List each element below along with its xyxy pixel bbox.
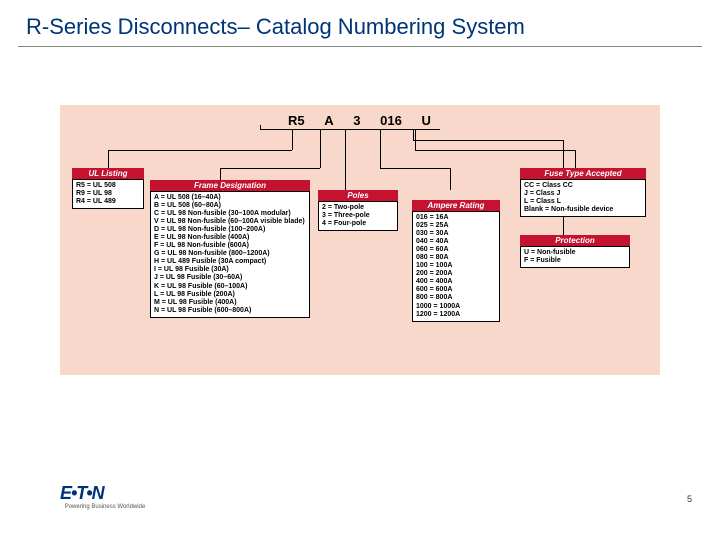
box-frame: Frame Designation A = UL 508 (16–40A) B … [150,180,310,318]
box-header: Ampere Rating [412,200,500,211]
row: L = UL 98 Fusible (200A) [154,291,306,299]
box-body: CC = Class CC J = Class J L = Class L Bl… [521,180,645,216]
leader-line [108,150,109,168]
row: U = Non-fusible [524,249,626,257]
row: 016 = 16A [416,214,496,222]
row: 3 = Three-pole [322,212,394,220]
row: 100 = 100A [416,262,496,270]
row: J = Class J [524,190,642,198]
box-body: 2 = Two-pole 3 = Three-pole 4 = Four-pol… [319,202,397,230]
leader-line [345,130,346,190]
box-protection: Protection U = Non-fusible F = Fusible [520,235,630,268]
row: B = UL 508 (60–80A) [154,202,306,210]
row: 400 = 400A [416,278,496,286]
row: R9 = UL 98 [76,190,140,198]
row: 600 = 600A [416,286,496,294]
leader-line [320,130,321,168]
logo-text: E•T•N [60,483,150,504]
catalog-diagram: R5 A 3 016 U UL Listing R5 = UL 508 R9 =… [60,105,660,375]
page-number: 5 [687,494,692,504]
row: D = UL 98 Non-fusible (100–200A) [154,226,306,234]
part-a: A [316,113,341,128]
page-title: R-Series Disconnects– Catalog Numbering … [0,0,720,46]
row: 1200 = 1200A [416,311,496,319]
leader-line [450,168,451,190]
leader-line [380,168,450,169]
row: F = UL 98 Non-fusible (600A) [154,242,306,250]
row: E = UL 98 Non-fusible (400A) [154,234,306,242]
box-header: Protection [520,235,630,246]
leader-line [292,130,293,150]
box-body: 016 = 16A 025 = 25A 030 = 30A 040 = 40A … [413,212,499,321]
row: J = UL 98 Fusible (30–60A) [154,274,306,282]
row: C = UL 98 Non-fusible (30–100A modular) [154,210,306,218]
horizontal-rule [18,46,702,47]
part-u: U [413,113,438,128]
leader-line [415,150,575,151]
row: 080 = 80A [416,254,496,262]
row: CC = Class CC [524,182,642,190]
row: F = Fusible [524,257,626,265]
leader-line [413,140,563,141]
row: 1000 = 1000A [416,303,496,311]
box-header: UL Listing [72,168,144,179]
row: 030 = 30A [416,230,496,238]
leader-line [575,150,576,168]
row: K = UL 98 Fusible (60–100A) [154,283,306,291]
leader-line [413,130,414,140]
row: L = Class L [524,198,642,206]
row: H = UL 489 Fusible (30A compact) [154,258,306,266]
row: 200 = 200A [416,270,496,278]
row: 800 = 800A [416,294,496,302]
leader-line [220,168,221,180]
box-ampere: Ampere Rating 016 = 16A 025 = 25A 030 = … [412,200,500,322]
part-016: 016 [372,113,410,128]
box-body: A = UL 508 (16–40A) B = UL 508 (60–80A) … [151,192,309,317]
row: M = UL 98 Fusible (400A) [154,299,306,307]
box-poles: Poles 2 = Two-pole 3 = Three-pole 4 = Fo… [318,190,398,231]
leader-line [108,150,292,151]
row: N = UL 98 Fusible (600–800A) [154,307,306,315]
row: 060 = 60A [416,246,496,254]
row: 2 = Two-pole [322,204,394,212]
box-body: R5 = UL 508 R9 = UL 98 R4 = UL 489 [73,180,143,208]
box-header: Poles [318,190,398,201]
row: R4 = UL 489 [76,198,140,206]
catalog-number-strip: R5 A 3 016 U [280,113,439,128]
row: 4 = Four-pole [322,220,394,228]
box-header: Fuse Type Accepted [520,168,646,179]
box-fuse-type: Fuse Type Accepted CC = Class CC J = Cla… [520,168,646,217]
part-3: 3 [345,113,368,128]
row: 025 = 25A [416,222,496,230]
box-ul-listing: UL Listing R5 = UL 508 R9 = UL 98 R4 = U… [72,168,144,209]
leader-line [220,168,320,169]
row: R5 = UL 508 [76,182,140,190]
part-r5: R5 [280,113,313,128]
leader-line [380,130,381,168]
row: A = UL 508 (16–40A) [154,194,306,202]
row: G = UL 98 Non-fusible (800–1200A) [154,250,306,258]
brand-logo: E•T•N Powering Business Worldwide [60,483,150,510]
box-header: Frame Designation [150,180,310,191]
row: 040 = 40A [416,238,496,246]
row: V = UL 98 Non-fusible (60–100A visible b… [154,218,306,226]
box-body: U = Non-fusible F = Fusible [521,247,629,267]
logo-tagline: Powering Business Worldwide [60,504,150,510]
row: I = UL 98 Fusible (30A) [154,266,306,274]
row: Blank = Non-fusible device [524,206,642,214]
